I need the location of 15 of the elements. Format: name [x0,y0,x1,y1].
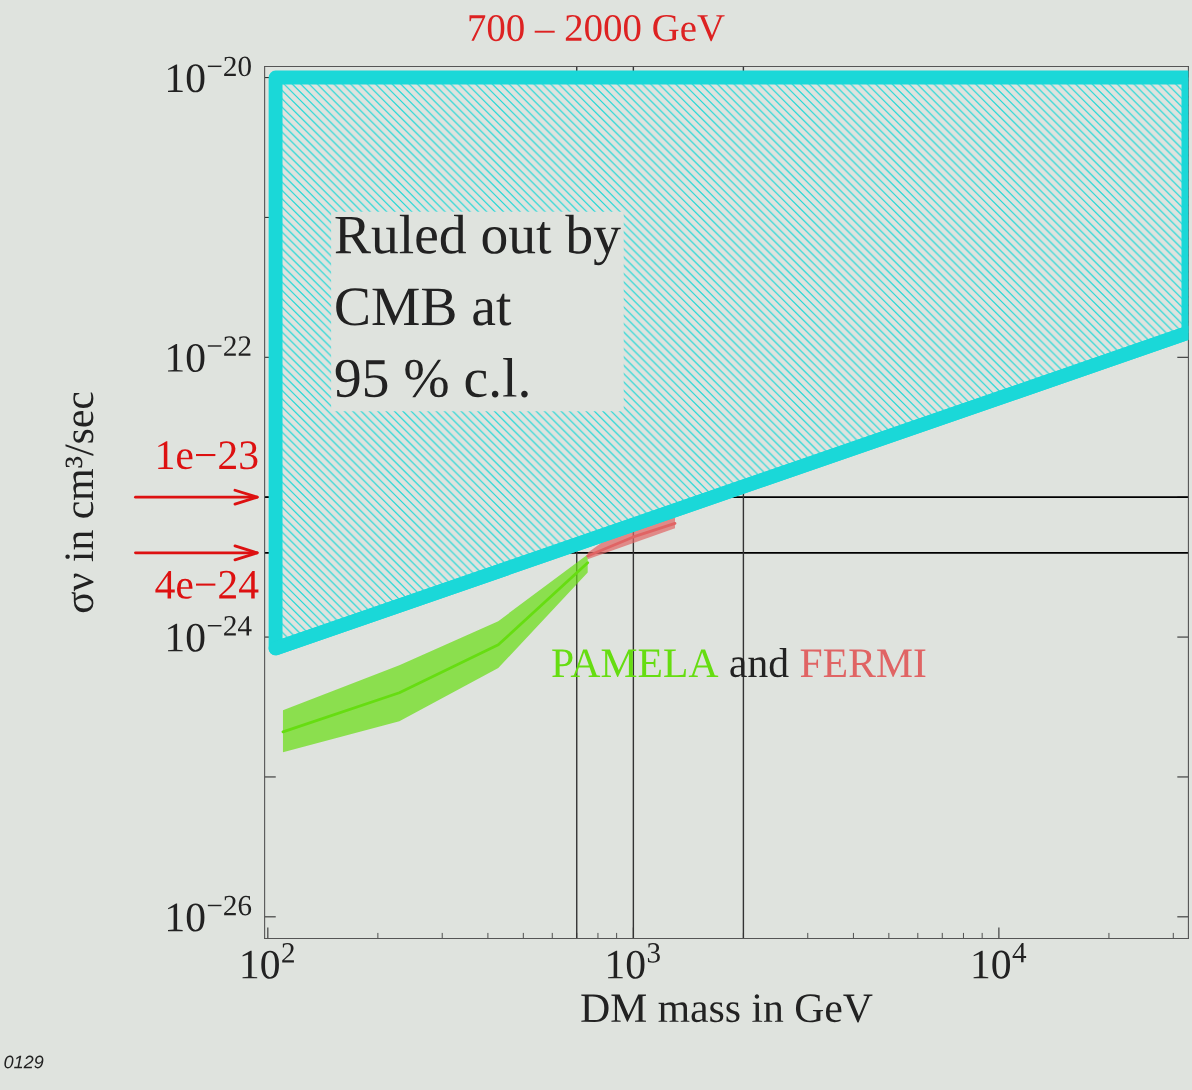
text: 0129 [4,1055,44,1069]
x-tick-label: 10$^{3}$ [608,943,660,979]
y-tick-label: 10$^{−22}$ [168,336,251,373]
text: FERMI [800,649,926,677]
x-tick-label: 10$^{2}$ [242,943,294,979]
annotation: Ruled out by CMB at 95 % c.l. [335,214,621,398]
text: 700 – 2000 GeV [469,14,725,42]
ref-line-label: 4e−24 [155,570,259,599]
x-tick-label: 10$^{4}$ [973,943,1027,979]
ref-line-label: 1e−23 [158,441,258,470]
y-axis-title: σν in cm³/sec [65,392,94,613]
y-tick-label: 10$^{−20}$ [168,56,251,93]
y-tick-label: 10$^{−24}$ [168,616,252,652]
y-tick-label: 10$^{−26}$ [168,895,252,932]
x-axis-title: DM mass in GeV [581,994,873,1023]
